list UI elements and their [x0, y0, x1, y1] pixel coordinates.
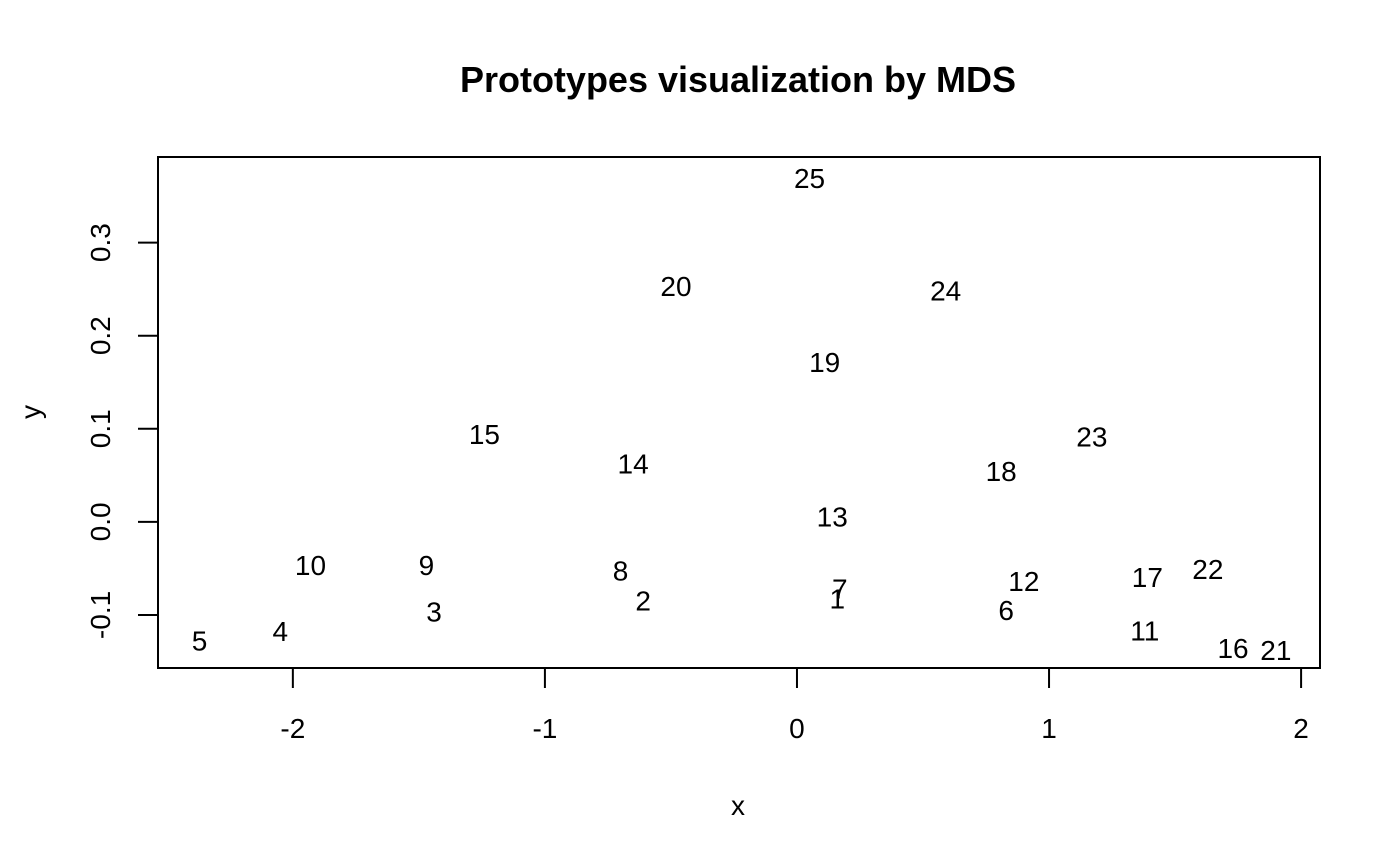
point-label-9: 9: [419, 550, 435, 581]
point-label-11: 11: [1130, 615, 1159, 646]
point-label-20: 20: [660, 271, 691, 302]
x-tick-label: 0: [789, 713, 805, 744]
point-label-2: 2: [635, 585, 651, 616]
point-label-8: 8: [613, 556, 629, 587]
point-label-25: 25: [794, 163, 825, 194]
point-label-16: 16: [1217, 633, 1248, 664]
point-label-21: 21: [1260, 635, 1291, 666]
point-label-19: 19: [809, 347, 840, 378]
point-label-18: 18: [986, 456, 1017, 487]
point-label-5: 5: [192, 626, 208, 657]
point-label-6: 6: [998, 595, 1014, 626]
point-label-14: 14: [618, 449, 649, 480]
point-label-22: 22: [1192, 554, 1223, 585]
x-axis-label: x: [731, 790, 745, 821]
y-tick-label: 0.1: [85, 409, 116, 448]
x-tick-label: -1: [532, 713, 557, 744]
y-tick-label: 0.0: [85, 502, 116, 541]
x-tick-label: 2: [1293, 713, 1309, 744]
point-label-17: 17: [1132, 562, 1163, 593]
y-tick-label: -0.1: [85, 591, 116, 639]
x-tick-label: -2: [280, 713, 305, 744]
point-label-23: 23: [1076, 422, 1107, 453]
point-label-13: 13: [817, 502, 848, 533]
point-labels: 1234567891011121314151617181920212223242…: [192, 163, 1292, 666]
point-label-12: 12: [1008, 566, 1039, 597]
x-tick-label: 1: [1041, 713, 1057, 744]
y-tick-label: 0.3: [85, 223, 116, 262]
point-label-4: 4: [272, 616, 288, 647]
y-tick-label: 0.2: [85, 316, 116, 355]
point-label-24: 24: [930, 276, 961, 307]
x-axis: -2 -1 0 1 2: [280, 667, 1309, 744]
chart-title: Prototypes visualization by MDS: [460, 59, 1016, 100]
y-axis: -0.1 0.0 0.1 0.2 0.3: [85, 223, 159, 639]
point-label-3: 3: [426, 597, 442, 628]
point-label-15: 15: [469, 419, 500, 450]
point-label-7: 7: [832, 573, 848, 604]
point-label-10: 10: [295, 550, 326, 581]
point-label-1: 1: [830, 584, 846, 615]
y-axis-label: y: [15, 405, 46, 419]
